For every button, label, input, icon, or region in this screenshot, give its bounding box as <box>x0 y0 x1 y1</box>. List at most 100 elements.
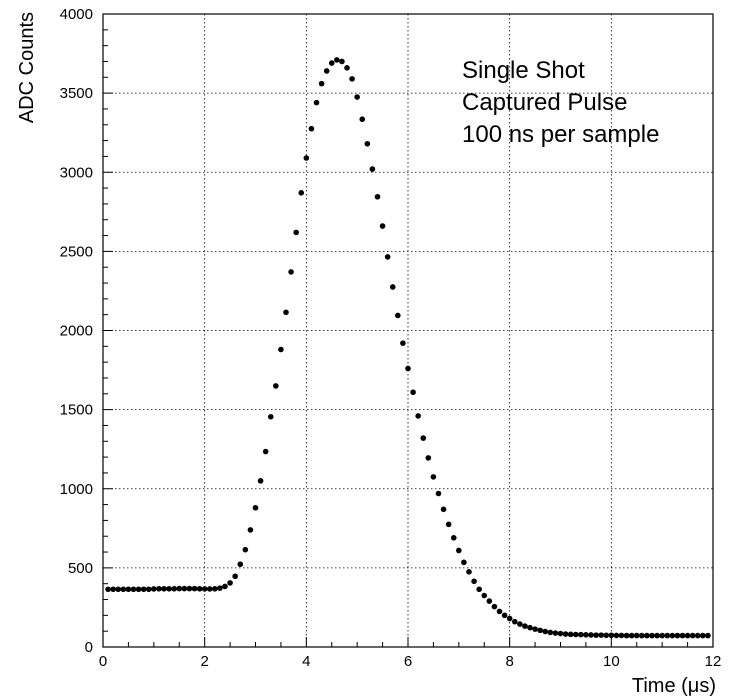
data-point <box>705 632 711 639</box>
data-point <box>415 413 421 419</box>
data-point <box>318 80 325 87</box>
data-point <box>125 586 132 593</box>
data-point <box>328 60 335 66</box>
data-point <box>313 99 320 106</box>
data-point <box>450 535 457 541</box>
data-point <box>334 57 340 63</box>
data-point <box>303 155 310 161</box>
data-point <box>603 632 610 639</box>
data-point <box>140 586 147 593</box>
data-point <box>232 573 238 580</box>
data-point <box>242 546 249 553</box>
data-point <box>466 569 472 575</box>
data-point <box>206 586 213 592</box>
y-axis-label: ADC Counts <box>16 12 38 123</box>
data-point <box>598 632 604 638</box>
data-point <box>161 585 167 592</box>
data-point <box>501 612 508 619</box>
data-point <box>664 632 671 639</box>
y-tick-label: 3000 <box>60 164 93 181</box>
y-tick-label: 1000 <box>60 481 93 498</box>
data-point <box>262 448 269 455</box>
axis-ticks <box>102 13 714 648</box>
data-point <box>405 365 411 372</box>
data-point <box>420 435 427 441</box>
grid-lines <box>103 14 713 647</box>
data-point <box>389 284 396 290</box>
data-point <box>644 632 650 639</box>
data-point <box>674 632 681 639</box>
data-point <box>491 603 498 610</box>
data-point <box>354 94 360 100</box>
data-point <box>364 140 371 147</box>
data-point <box>278 346 284 353</box>
data-point <box>110 586 116 593</box>
data-point <box>217 585 223 591</box>
data-point <box>384 254 391 260</box>
data-point <box>257 478 264 484</box>
data-point <box>359 116 366 123</box>
x-tick-label: 4 <box>302 653 310 670</box>
data-point <box>288 269 294 275</box>
data-point <box>527 624 533 631</box>
data-point <box>435 490 442 497</box>
x-tick-label: 12 <box>705 653 722 670</box>
data-point <box>379 223 386 229</box>
data-point <box>684 632 691 639</box>
data-point <box>130 586 137 593</box>
data-point <box>486 598 493 604</box>
data-point <box>440 506 447 513</box>
data-point <box>227 580 233 586</box>
data-point <box>298 190 305 196</box>
data-point <box>410 389 416 396</box>
data-point <box>628 632 635 639</box>
data-point <box>511 618 518 625</box>
data-point <box>471 578 477 585</box>
data-point <box>135 586 142 593</box>
x-tick-label: 0 <box>99 653 107 670</box>
data-point <box>649 632 655 639</box>
y-tick-label: 3500 <box>60 85 93 102</box>
data-point <box>166 585 172 592</box>
x-tick-label: 6 <box>404 653 412 670</box>
data-point <box>506 615 513 622</box>
data-point <box>445 521 452 528</box>
data-point <box>537 627 543 634</box>
data-point <box>522 623 528 629</box>
data-point <box>659 632 665 639</box>
data-point <box>156 585 162 592</box>
data-point <box>623 632 630 639</box>
data-point <box>145 586 152 593</box>
data-point <box>176 585 183 592</box>
data-point <box>669 632 676 639</box>
data-point <box>105 586 111 593</box>
data-point <box>212 585 218 592</box>
data-point <box>293 229 299 236</box>
data-point <box>191 585 198 592</box>
data-point <box>694 632 701 639</box>
data-point <box>181 585 188 592</box>
y-tick-label: 2500 <box>60 243 93 260</box>
data-point <box>542 628 549 635</box>
data-point <box>247 527 254 533</box>
data-point <box>633 632 640 639</box>
y-tick-label: 1500 <box>60 402 93 419</box>
data-point <box>593 632 599 638</box>
data-point <box>308 125 315 132</box>
data-point <box>639 632 645 639</box>
x-tick-label: 8 <box>505 653 513 670</box>
data-point <box>572 631 579 638</box>
data-point <box>430 474 437 480</box>
data-point <box>613 632 620 639</box>
data-point <box>395 312 401 319</box>
y-tick-label: 0 <box>85 639 93 656</box>
data-point <box>517 621 523 627</box>
data-point <box>476 586 482 593</box>
data-point <box>323 68 330 74</box>
annotation-line-2: Captured Pulse <box>462 89 627 116</box>
data-point <box>267 413 274 420</box>
y-tick-label: 500 <box>68 560 93 577</box>
annotation-line-1: Single Shot <box>462 57 585 84</box>
y-tick-label: 2000 <box>60 323 93 340</box>
data-point <box>608 632 615 639</box>
